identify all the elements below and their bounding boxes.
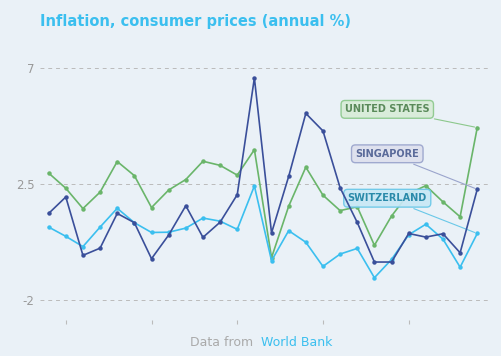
Text: Data from: Data from xyxy=(190,336,258,349)
Text: World Bank: World Bank xyxy=(261,336,332,349)
Text: SINGAPORE: SINGAPORE xyxy=(355,149,474,188)
Text: UNITED STATES: UNITED STATES xyxy=(345,104,474,127)
Text: Inflation, consumer prices (annual %): Inflation, consumer prices (annual %) xyxy=(40,14,351,29)
Text: SWITZERLAND: SWITZERLAND xyxy=(348,193,474,232)
